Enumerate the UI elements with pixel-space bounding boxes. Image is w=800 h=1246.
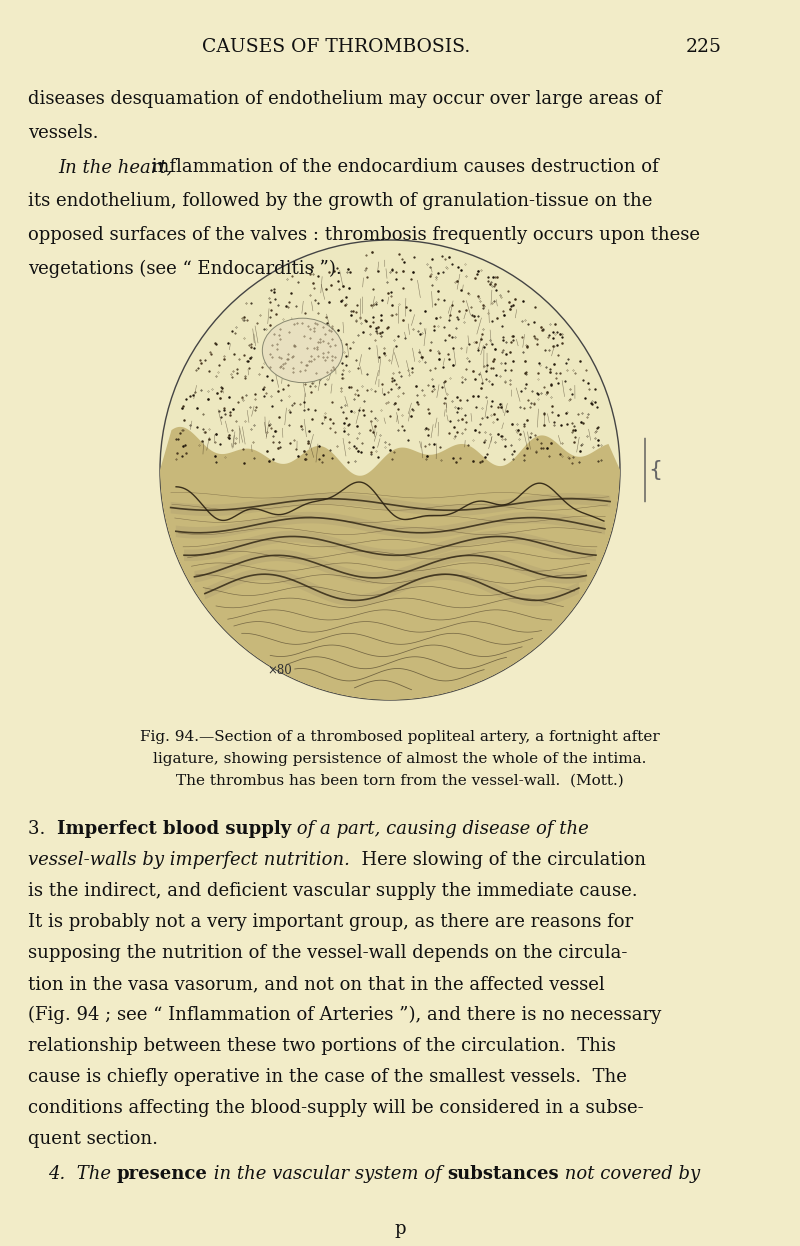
- Text: {: {: [648, 460, 662, 480]
- Text: inflammation of the endocardium causes destruction of: inflammation of the endocardium causes d…: [146, 158, 659, 176]
- Text: substances: substances: [447, 1165, 558, 1182]
- Text: ×80: ×80: [267, 664, 292, 677]
- Text: p: p: [394, 1220, 406, 1239]
- Text: (Fig. 94 ; see “ Inflammation of Arteries ”), and there is no necessary: (Fig. 94 ; see “ Inflammation of Arterie…: [28, 1006, 662, 1024]
- Text: 3.: 3.: [28, 820, 57, 839]
- Text: quent section.: quent section.: [28, 1130, 158, 1148]
- Text: tion in the vasa vasorum, and not on that in the affected vessel: tion in the vasa vasorum, and not on tha…: [28, 976, 605, 993]
- Text: It is probably not a very important group, as there are reasons for: It is probably not a very important grou…: [28, 913, 633, 931]
- Text: ligature, showing persistence of almost the whole of the intima.: ligature, showing persistence of almost …: [154, 753, 646, 766]
- Text: Fig. 94.—Section of a thrombosed popliteal artery, a fortnight after: Fig. 94.—Section of a thrombosed poplite…: [140, 730, 660, 744]
- Circle shape: [160, 240, 620, 700]
- Text: Imperfect blood supply: Imperfect blood supply: [57, 820, 291, 839]
- Text: conditions affecting the blood-supply will be considered in a subse-: conditions affecting the blood-supply wi…: [28, 1099, 644, 1116]
- Text: vessel-walls by imperfect nutrition.: vessel-walls by imperfect nutrition.: [28, 851, 350, 868]
- Text: is the indirect, and deficient vascular supply the immediate cause.: is the indirect, and deficient vascular …: [28, 882, 638, 900]
- Text: relationship between these two portions of the circulation.  This: relationship between these two portions …: [28, 1037, 616, 1055]
- Text: cause is chiefly operative in the case of the smallest vessels.  The: cause is chiefly operative in the case o…: [28, 1068, 627, 1087]
- Text: presence: presence: [117, 1165, 208, 1182]
- Text: CAUSES OF THROMBOSIS.: CAUSES OF THROMBOSIS.: [202, 37, 470, 56]
- Text: vegetations (see “ Endocarditis ”).: vegetations (see “ Endocarditis ”).: [28, 260, 342, 278]
- Text: In the heart,: In the heart,: [58, 158, 172, 176]
- Text: in the vascular system of: in the vascular system of: [208, 1165, 447, 1182]
- Text: The thrombus has been torn from the vessel-wall.  (Mott.): The thrombus has been torn from the vess…: [176, 774, 624, 787]
- Ellipse shape: [262, 318, 343, 383]
- Text: its endothelium, followed by the growth of granulation-tissue on the: its endothelium, followed by the growth …: [28, 192, 652, 211]
- Text: opposed surfaces of the valves : thrombosis frequently occurs upon these: opposed surfaces of the valves : thrombo…: [28, 226, 700, 244]
- Text: of a part, causing disease of the: of a part, causing disease of the: [291, 820, 589, 839]
- Polygon shape: [160, 427, 620, 700]
- Text: 4.  The: 4. The: [48, 1165, 117, 1182]
- Text: vessels.: vessels.: [28, 125, 98, 142]
- Text: diseases desquamation of endothelium may occur over large areas of: diseases desquamation of endothelium may…: [28, 90, 662, 108]
- Text: not covered by: not covered by: [558, 1165, 700, 1182]
- Text: 225: 225: [686, 37, 722, 56]
- Text: Here slowing of the circulation: Here slowing of the circulation: [350, 851, 646, 868]
- Text: supposing the nutrition of the vessel-wall depends on the circula-: supposing the nutrition of the vessel-wa…: [28, 944, 627, 962]
